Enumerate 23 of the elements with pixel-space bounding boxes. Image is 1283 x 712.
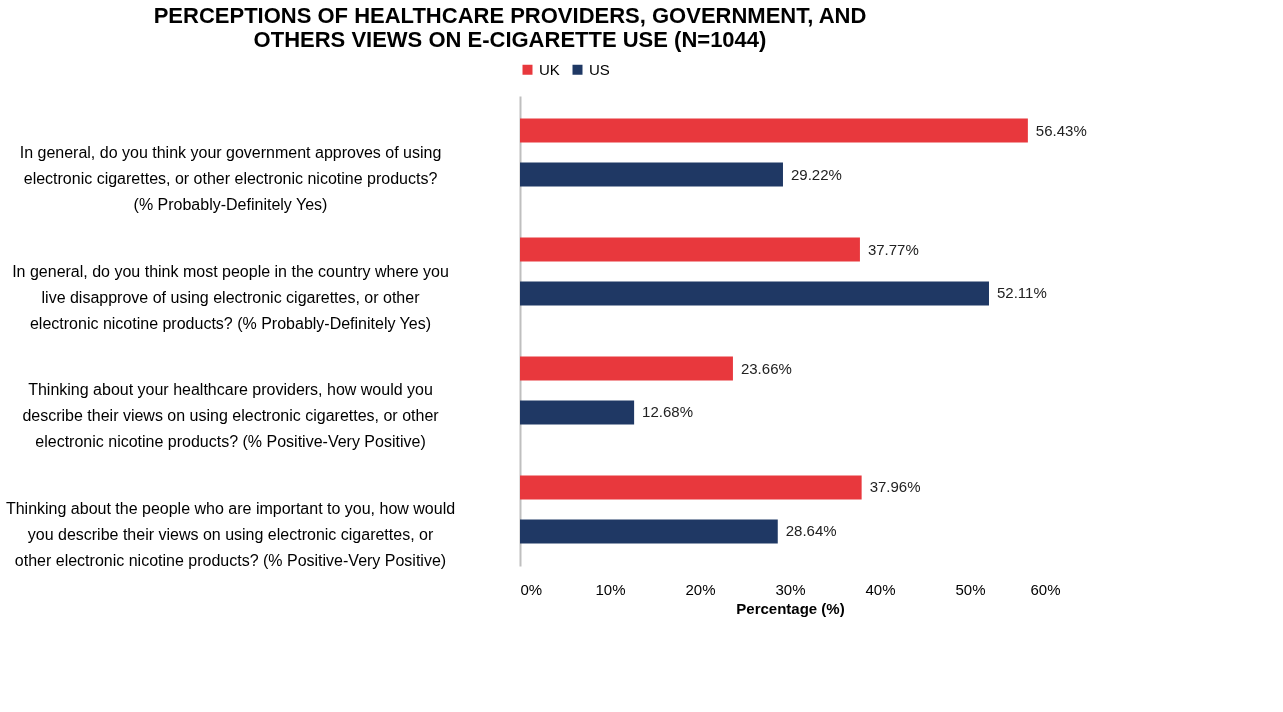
x-tick-label: 20% [685,580,716,598]
x-tick-label: 10% [595,580,626,598]
x-tick-label: 30% [775,580,806,598]
y-tick-label: Thinking about your healthcare providers, how would you describe their views on using electronic cigarettes, or other electronic nicotine products? (% Positive-Very Positive) [22,381,440,451]
data-label: 37.96% [869,478,921,496]
x-axis-title: Percentage (%) [736,599,845,617]
data-label: 28.64% [785,522,837,540]
legend-label: UK [539,60,560,78]
data-label: 29.22% [790,165,842,183]
chart-title: PERCEPTIONS OF HEALTHCARE PROVIDERS, GOVERNMENT, AND OTHERS VIEWS ON E-CIGARETTE USE (N=1044) [153,3,867,52]
x-tick-label: 0% [520,580,543,598]
data-label: 37.77% [867,240,919,258]
data-label: 12.68% [642,403,693,421]
data-label: 23.66% [740,359,792,377]
y-tick-label: Thinking about the people who are important to you, how would you describe their views on using electronic cigarettes, or other electronic nicotine products? (% Positive-Very Positive) [5,500,456,570]
x-tick-label: 50% [955,580,986,598]
y-tick-label: In general, do you think most people in the country where you live disapprove of using electronic cigarettes, or other electronic nicotine products? (% Probably-Definitely Yes) [12,262,449,332]
data-label: 52.11% [996,284,1047,302]
y-tick-label: In general, do you think your government approves of using electronic cigarettes, or other electronic nicotine products? (% Probably-Definitely Yes) [19,143,442,213]
x-tick-label: 40% [865,580,896,598]
x-tick-label: 60% [1030,580,1061,598]
legend-label: US [589,60,610,78]
data-label: 56.43% [1035,121,1087,139]
